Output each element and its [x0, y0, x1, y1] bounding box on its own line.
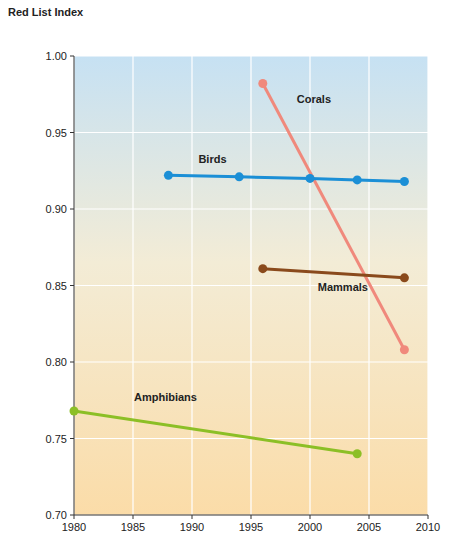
x-tick: [369, 515, 370, 519]
x-tick: [428, 515, 429, 519]
y-tick-label: 0.80: [46, 356, 67, 368]
x-tick-label: 1995: [239, 521, 263, 533]
x-tick-label: 2000: [298, 521, 322, 533]
x-tick-label: 1985: [121, 521, 145, 533]
data-point: [400, 273, 409, 282]
y-axis-title: Red List Index: [8, 6, 84, 18]
x-tick: [310, 515, 311, 519]
grid: [74, 56, 428, 515]
y-tick-label: 1.00: [46, 50, 67, 62]
y-tick-label: 0.75: [46, 433, 67, 445]
series-label: Birds: [198, 153, 226, 165]
grid-line: [427, 56, 428, 515]
x-tick: [133, 515, 134, 519]
data-point: [258, 79, 267, 88]
series-label: Corals: [297, 93, 331, 105]
grid-line: [191, 56, 192, 515]
data-point: [353, 449, 362, 458]
x-tick-label: 2005: [357, 521, 381, 533]
y-tick: [70, 362, 74, 363]
y-tick-label: 0.95: [46, 127, 67, 139]
series-line: [263, 269, 405, 278]
y-tick-label: 0.85: [46, 280, 67, 292]
y-tick: [70, 56, 74, 57]
x-tick: [251, 515, 252, 519]
y-tick-label: 0.90: [46, 203, 67, 215]
y-tick: [70, 285, 74, 286]
y-tick: [70, 438, 74, 439]
data-point: [353, 175, 362, 184]
series-label: Mammals: [318, 281, 368, 293]
chart: 0.70 0.75 0.80 0.85 0.90 0.95 1.00 1980 1985 1990…: [0, 0, 467, 539]
grid-line: [250, 56, 251, 515]
series-line: [263, 84, 405, 350]
series-line: [168, 175, 404, 181]
data-area: [70, 79, 409, 458]
series-label: Amphibians: [134, 391, 197, 403]
data-point: [235, 172, 244, 181]
data-point: [306, 174, 315, 183]
y-tick-label: 0.70: [46, 509, 67, 521]
y-tick: [70, 515, 74, 516]
x-tick-label: 2010: [416, 521, 440, 533]
x-tick: [192, 515, 193, 519]
data-point: [400, 177, 409, 186]
grid-line: [132, 56, 133, 515]
x-tick-label: 1980: [62, 521, 86, 533]
plot-background: [74, 56, 428, 515]
data-point: [400, 345, 409, 354]
data-point: [164, 171, 173, 180]
data-point: [70, 406, 79, 415]
series-line: [74, 411, 357, 454]
y-tick: [70, 132, 74, 133]
data-point: [258, 264, 267, 273]
x-tick: [74, 515, 75, 519]
y-tick: [70, 209, 74, 210]
x-tick-label: 1990: [180, 521, 204, 533]
